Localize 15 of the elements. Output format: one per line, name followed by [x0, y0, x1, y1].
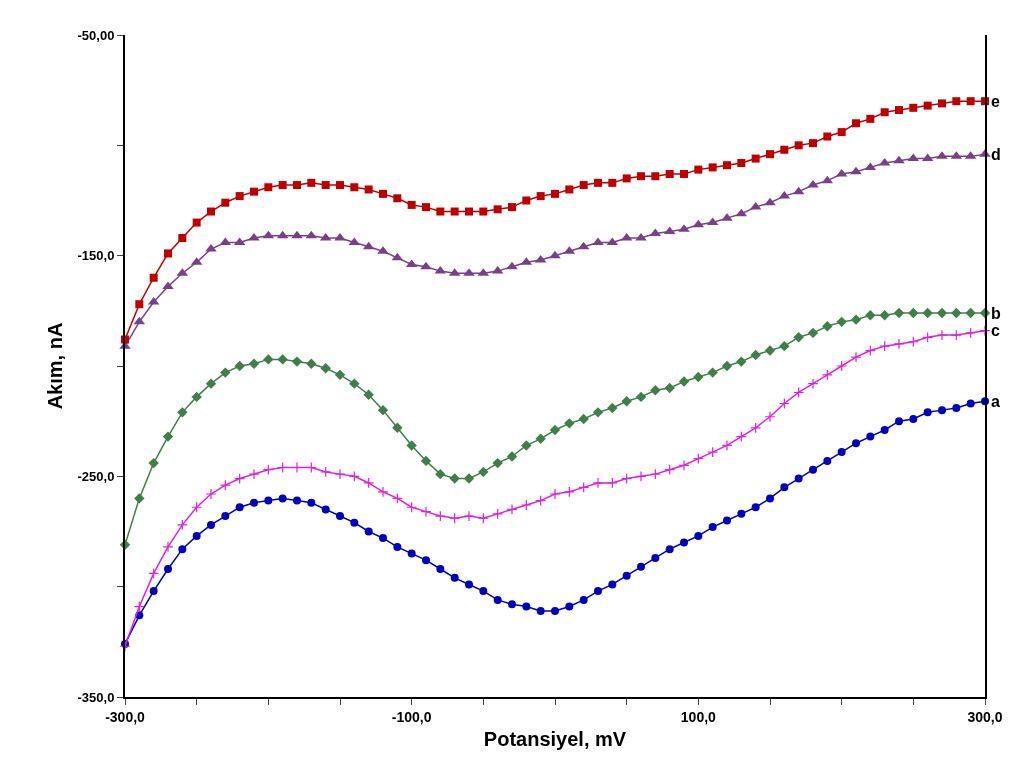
x-tick-label: 100,0 — [680, 708, 717, 725]
series-label: d — [991, 146, 1001, 163]
y-tick-label: -250,0 — [77, 468, 115, 484]
series-label: e — [991, 93, 1000, 110]
y-tick-label: -50,00 — [77, 27, 115, 43]
series-label: c — [991, 322, 1000, 339]
y-tick-label: -150,0 — [77, 248, 115, 264]
x-tick-label: -300,0 — [105, 708, 146, 725]
y-tick-label: -350,0 — [77, 689, 115, 705]
x-tick-label: -100,0 — [391, 708, 432, 725]
series-label: b — [991, 305, 1001, 322]
y-axis-title: Akım, nA — [43, 322, 66, 410]
series-label: a — [991, 393, 1000, 410]
x-axis-title: Potansiyel, mV — [483, 727, 627, 750]
x-tick-label: 300,0 — [967, 708, 1003, 725]
